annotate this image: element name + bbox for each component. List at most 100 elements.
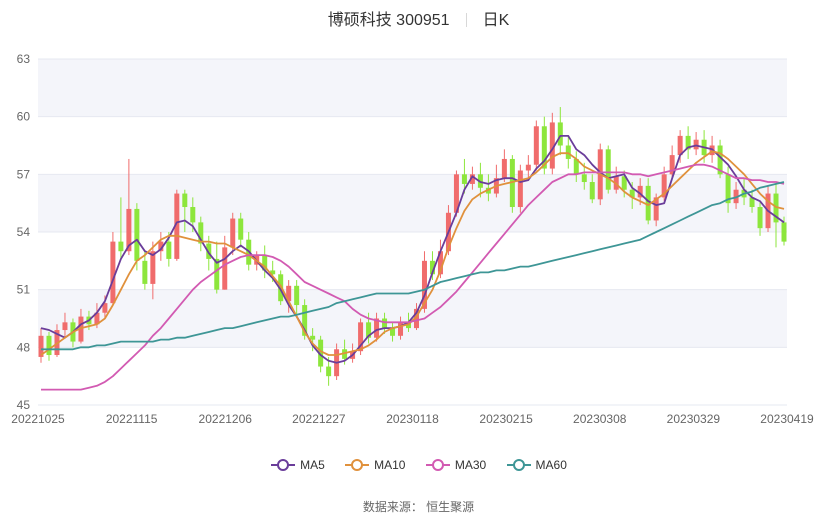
candle-body xyxy=(142,260,148,284)
candle[interactable] xyxy=(589,174,595,204)
candle[interactable] xyxy=(525,155,531,179)
candle[interactable] xyxy=(533,120,539,171)
candle-body xyxy=(398,322,404,336)
candle-body xyxy=(533,126,539,165)
candle[interactable] xyxy=(238,212,244,248)
candle-body xyxy=(294,285,300,306)
candle[interactable] xyxy=(390,322,396,342)
candle-body xyxy=(302,305,308,336)
candle[interactable] xyxy=(278,270,284,306)
candle-body xyxy=(693,139,699,150)
candle-body xyxy=(310,335,316,340)
candle[interactable] xyxy=(110,232,116,306)
candle[interactable] xyxy=(118,197,124,259)
candle[interactable] xyxy=(286,280,292,313)
candle-body xyxy=(605,149,611,190)
candle[interactable] xyxy=(382,312,388,334)
candle[interactable] xyxy=(182,189,188,232)
candle[interactable] xyxy=(757,201,763,236)
candle[interactable] xyxy=(693,132,699,156)
candle-body xyxy=(150,251,156,284)
candle-body xyxy=(645,185,651,221)
candle[interactable] xyxy=(453,170,459,217)
candle[interactable] xyxy=(469,166,475,190)
candle[interactable] xyxy=(573,151,579,183)
candle[interactable] xyxy=(222,235,228,290)
candle-body xyxy=(222,247,228,290)
candle[interactable] xyxy=(174,189,180,261)
candle[interactable] xyxy=(717,139,723,179)
candle-body xyxy=(589,182,595,200)
candle-body xyxy=(517,170,523,208)
candle[interactable] xyxy=(294,280,300,315)
candle-body xyxy=(685,135,691,150)
y-axis: 63 60 57 54 51 48 45 xyxy=(17,52,31,412)
candle[interactable] xyxy=(150,241,156,300)
x-tick-label: 20221227 xyxy=(292,412,346,426)
candle-body xyxy=(262,255,268,271)
line-ma5 xyxy=(40,134,785,364)
legend-label-ma60: MA60 xyxy=(535,458,567,472)
candle[interactable] xyxy=(38,328,44,363)
candle[interactable] xyxy=(310,328,316,352)
candle-body xyxy=(541,126,547,169)
legend-item-ma60[interactable]: MA60 xyxy=(506,458,567,472)
candle[interactable] xyxy=(262,245,268,279)
candle-body xyxy=(565,145,571,159)
candle[interactable] xyxy=(461,158,467,194)
candle[interactable] xyxy=(557,107,563,156)
candle[interactable] xyxy=(198,216,204,252)
candle-body xyxy=(653,197,659,221)
candle-body xyxy=(629,189,635,198)
candle[interactable] xyxy=(214,241,220,294)
x-tick-label: 20230308 xyxy=(573,412,627,426)
candle-body xyxy=(198,222,204,244)
candle-body xyxy=(38,335,44,357)
candle[interactable] xyxy=(669,145,675,179)
candle-body xyxy=(190,207,196,223)
x-tick-label: 20221025 xyxy=(11,412,65,426)
candle[interactable] xyxy=(158,232,164,261)
legend-item-ma30[interactable]: MA30 xyxy=(425,458,486,472)
candle[interactable] xyxy=(509,155,515,213)
candle-body xyxy=(326,366,332,377)
candle[interactable] xyxy=(749,189,755,213)
candle-body xyxy=(94,312,100,325)
candle[interactable] xyxy=(429,251,435,281)
candle-body xyxy=(174,193,180,259)
candle[interactable] xyxy=(605,145,611,194)
candle[interactable] xyxy=(549,112,555,175)
legend-item-ma10[interactable]: MA10 xyxy=(344,458,405,472)
candle-body xyxy=(749,197,755,208)
candle-body xyxy=(509,158,515,208)
candle[interactable] xyxy=(613,166,619,194)
candle[interactable] xyxy=(134,203,140,271)
y-tick-label: 60 xyxy=(17,110,31,124)
candle[interactable] xyxy=(126,158,132,256)
candle[interactable] xyxy=(517,164,523,213)
candle-body xyxy=(158,241,164,252)
candle[interactable] xyxy=(62,312,68,338)
candle[interactable] xyxy=(326,356,332,386)
candle[interactable] xyxy=(501,149,507,183)
candle[interactable] xyxy=(142,251,148,290)
candle-body xyxy=(757,207,763,229)
candle-body xyxy=(62,322,68,331)
candle[interactable] xyxy=(398,316,404,340)
candle-body xyxy=(270,270,276,275)
period-label: 日K xyxy=(482,12,510,29)
legend-item-ma5[interactable]: MA5 xyxy=(270,458,325,472)
line-ma60 xyxy=(41,181,785,351)
candle-body xyxy=(374,318,380,338)
candle-body xyxy=(238,218,244,240)
legend-label-ma5: MA5 xyxy=(300,458,325,472)
candle-body xyxy=(421,260,427,309)
candle[interactable] xyxy=(46,331,52,361)
line-ma30 xyxy=(41,163,785,391)
candle[interactable] xyxy=(685,126,691,159)
candle[interactable] xyxy=(565,135,571,169)
candle[interactable] xyxy=(374,312,380,342)
legend: MA5 MA10 MA30 MA60 xyxy=(0,458,837,472)
candle-body xyxy=(118,241,124,252)
